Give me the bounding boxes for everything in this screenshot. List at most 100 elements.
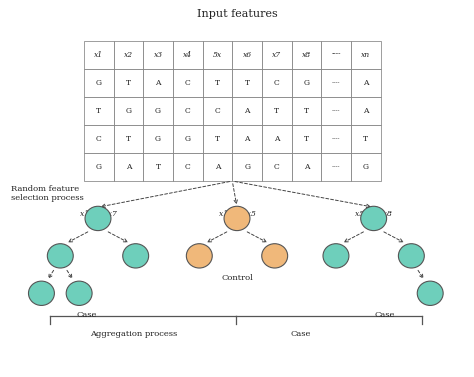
Bar bbox=[232, 153, 262, 181]
Ellipse shape bbox=[224, 206, 250, 231]
Bar bbox=[351, 41, 381, 69]
Bar bbox=[84, 97, 114, 125]
Text: T: T bbox=[304, 107, 309, 115]
Bar bbox=[351, 153, 381, 181]
Text: T: T bbox=[215, 79, 220, 87]
Text: G: G bbox=[96, 79, 102, 87]
Text: x6: x6 bbox=[243, 51, 252, 59]
Text: A: A bbox=[363, 107, 369, 115]
Text: G: G bbox=[303, 79, 310, 87]
Bar bbox=[232, 69, 262, 97]
Bar bbox=[321, 125, 351, 153]
Bar bbox=[202, 153, 232, 181]
Text: x5, x6, x8: x5, x6, x8 bbox=[355, 209, 392, 217]
Bar bbox=[114, 41, 143, 69]
Bar bbox=[173, 41, 202, 69]
Ellipse shape bbox=[47, 244, 73, 268]
Text: T: T bbox=[155, 163, 161, 171]
Bar bbox=[292, 41, 321, 69]
Bar bbox=[351, 69, 381, 97]
Text: A: A bbox=[155, 79, 161, 87]
Bar bbox=[321, 97, 351, 125]
Text: x1, x2, x5: x1, x2, x5 bbox=[219, 209, 255, 217]
Text: A: A bbox=[274, 135, 280, 143]
Text: x7: x7 bbox=[272, 51, 282, 59]
Text: Input features: Input features bbox=[197, 9, 277, 20]
Bar bbox=[84, 69, 114, 97]
Ellipse shape bbox=[323, 244, 349, 268]
Text: G: G bbox=[155, 107, 161, 115]
Text: A: A bbox=[126, 163, 131, 171]
Bar bbox=[262, 69, 292, 97]
Bar bbox=[143, 69, 173, 97]
Text: C: C bbox=[185, 79, 191, 87]
Text: x4: x4 bbox=[183, 51, 192, 59]
Ellipse shape bbox=[66, 281, 92, 305]
Bar bbox=[321, 41, 351, 69]
Bar bbox=[262, 153, 292, 181]
Bar bbox=[232, 125, 262, 153]
Text: xn: xn bbox=[361, 51, 371, 59]
Ellipse shape bbox=[398, 244, 424, 268]
Text: Control: Control bbox=[221, 274, 253, 282]
Bar bbox=[292, 69, 321, 97]
Text: Case: Case bbox=[291, 330, 311, 338]
Text: G: G bbox=[155, 135, 161, 143]
Text: x2: x2 bbox=[124, 51, 133, 59]
Bar bbox=[173, 97, 202, 125]
Text: ----: ---- bbox=[332, 164, 340, 170]
Ellipse shape bbox=[417, 281, 443, 305]
Text: T: T bbox=[274, 107, 279, 115]
Text: C: C bbox=[274, 79, 280, 87]
Ellipse shape bbox=[186, 244, 212, 268]
Ellipse shape bbox=[262, 244, 288, 268]
Bar bbox=[262, 97, 292, 125]
Text: ----: ---- bbox=[332, 80, 340, 85]
Text: T: T bbox=[126, 79, 131, 87]
Bar bbox=[292, 153, 321, 181]
Bar bbox=[202, 69, 232, 97]
Text: ----: ---- bbox=[332, 108, 340, 113]
Text: C: C bbox=[185, 107, 191, 115]
Text: G: G bbox=[185, 135, 191, 143]
Bar bbox=[262, 125, 292, 153]
Text: x1, x4, x7: x1, x4, x7 bbox=[80, 209, 117, 217]
Text: A: A bbox=[215, 163, 220, 171]
Bar bbox=[351, 125, 381, 153]
Bar bbox=[202, 97, 232, 125]
Bar bbox=[292, 97, 321, 125]
Bar bbox=[114, 69, 143, 97]
Text: C: C bbox=[185, 163, 191, 171]
Bar bbox=[84, 153, 114, 181]
Ellipse shape bbox=[361, 206, 387, 231]
Ellipse shape bbox=[123, 244, 149, 268]
Text: T: T bbox=[245, 79, 250, 87]
Bar bbox=[84, 41, 114, 69]
Bar bbox=[173, 153, 202, 181]
Bar bbox=[232, 41, 262, 69]
Text: Aggregation process: Aggregation process bbox=[90, 330, 177, 338]
Bar bbox=[84, 125, 114, 153]
Bar bbox=[232, 97, 262, 125]
Ellipse shape bbox=[28, 281, 55, 305]
Text: A: A bbox=[304, 163, 309, 171]
Bar bbox=[143, 97, 173, 125]
Text: Random feature
selection process: Random feature selection process bbox=[11, 185, 83, 202]
Bar bbox=[143, 41, 173, 69]
Text: 5x: 5x bbox=[213, 51, 222, 59]
Bar bbox=[114, 125, 143, 153]
Bar bbox=[351, 97, 381, 125]
Bar bbox=[114, 153, 143, 181]
Bar bbox=[143, 125, 173, 153]
Text: G: G bbox=[244, 163, 250, 171]
Bar bbox=[292, 125, 321, 153]
Bar bbox=[202, 41, 232, 69]
Bar bbox=[173, 69, 202, 97]
Text: x8: x8 bbox=[302, 51, 311, 59]
Text: A: A bbox=[245, 135, 250, 143]
Text: x3: x3 bbox=[154, 51, 163, 59]
Bar bbox=[143, 153, 173, 181]
Text: A: A bbox=[363, 79, 369, 87]
Text: C: C bbox=[96, 135, 101, 143]
Text: T: T bbox=[363, 135, 368, 143]
